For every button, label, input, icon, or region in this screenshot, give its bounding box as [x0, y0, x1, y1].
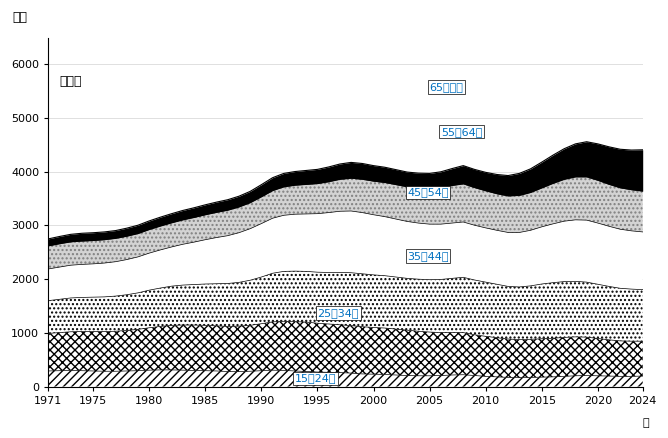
Text: 45～54歳: 45～54歳: [407, 187, 449, 197]
Text: 男女計: 男女計: [59, 75, 82, 88]
Text: 15～24歳: 15～24歳: [295, 373, 337, 383]
Text: 25～34歳: 25～34歳: [317, 308, 359, 318]
Text: 万人: 万人: [13, 11, 27, 24]
Text: 65歳以上: 65歳以上: [430, 82, 464, 92]
Text: 55～64歳: 55～64歳: [441, 127, 482, 137]
Text: 年: 年: [642, 418, 649, 428]
Text: 35～44歳: 35～44歳: [407, 251, 449, 261]
